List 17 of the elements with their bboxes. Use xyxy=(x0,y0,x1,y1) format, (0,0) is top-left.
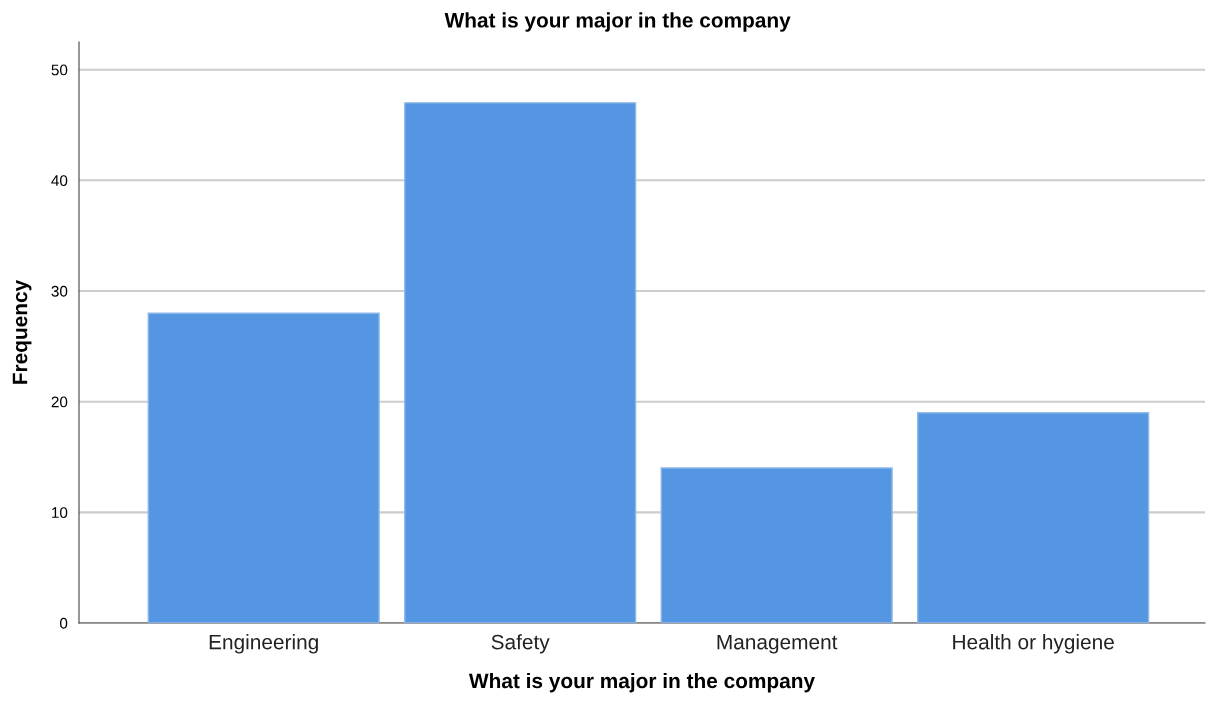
x-tick-label: Engineering xyxy=(209,634,318,654)
bar xyxy=(917,412,1150,623)
y-tick-label: 40 xyxy=(51,175,68,187)
y-tick-label: 20 xyxy=(51,396,68,408)
bar xyxy=(660,467,893,623)
y-tick-label: 30 xyxy=(51,285,68,297)
bar xyxy=(404,102,637,623)
bar xyxy=(147,312,380,623)
y-tick-label: 10 xyxy=(52,507,68,519)
y-axis-title: Frequency xyxy=(12,279,32,384)
y-tick-label: 0 xyxy=(59,617,68,629)
x-tick-label: Management xyxy=(717,634,838,654)
x-tick-label: Health or hygiene xyxy=(953,634,1114,654)
x-tick-label: Safety xyxy=(491,634,550,654)
y-tick-label: 50 xyxy=(51,64,68,76)
x-axis-title: What is your major in the company xyxy=(468,672,815,693)
chart-title: What is your major in the company xyxy=(444,12,791,32)
